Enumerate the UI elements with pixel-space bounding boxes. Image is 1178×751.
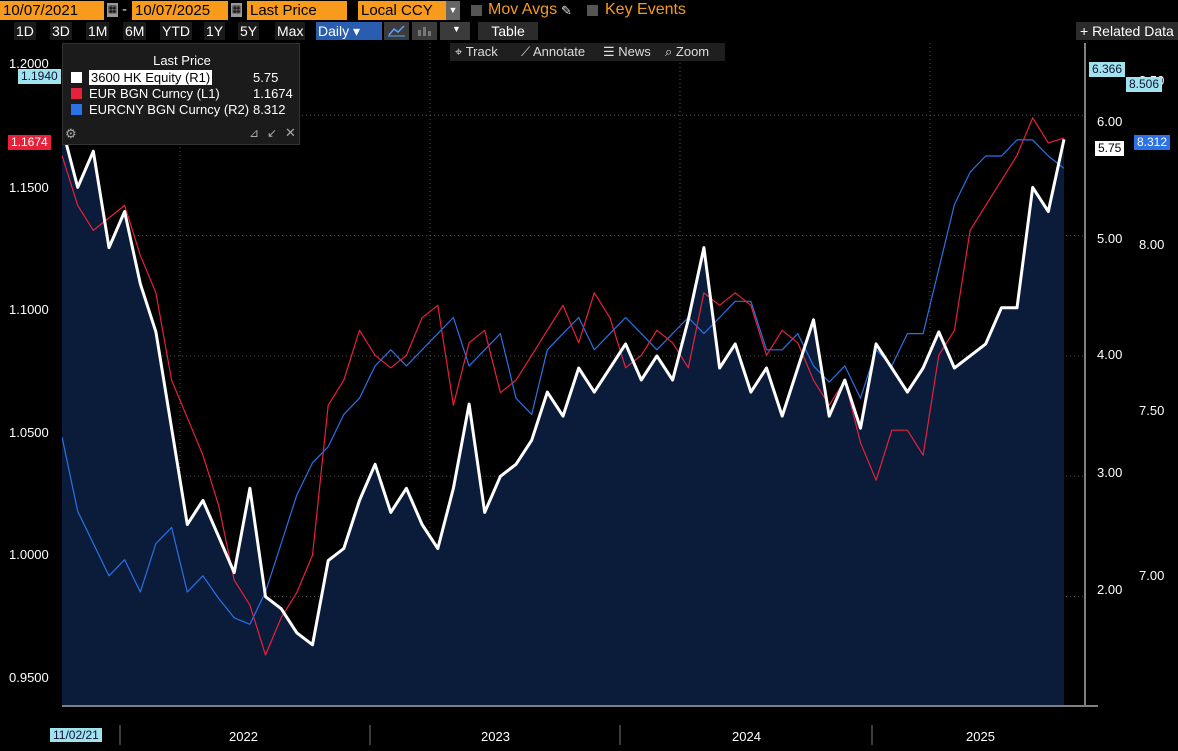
chart-area bbox=[60, 43, 1086, 706]
range-1d-button[interactable]: 1D bbox=[14, 22, 36, 40]
bar-chart-icon bbox=[418, 27, 431, 36]
legend-swatch bbox=[71, 72, 82, 83]
calendar-icon[interactable]: ▦ bbox=[107, 3, 118, 17]
start-date-badge: 11/02/21 bbox=[50, 728, 102, 742]
crosshair-icon: ⌖ bbox=[455, 44, 463, 59]
key-events-label[interactable]: Key Events bbox=[605, 1, 686, 18]
track-tool[interactable]: ⌖ Track bbox=[455, 43, 498, 61]
left-high-badge: 1.1940 bbox=[18, 69, 61, 84]
range-max-button[interactable]: Max bbox=[275, 22, 306, 40]
legend-name: EUR BGN Curncy (L1) bbox=[89, 86, 220, 101]
zoom-label: Zoom bbox=[675, 44, 710, 59]
currency-select[interactable]: Local CCY bbox=[358, 1, 446, 20]
range-5y-button[interactable]: 5Y bbox=[238, 22, 260, 40]
legend-panel: Last Price 3600 HK Equity (R1) 5.75 EUR … bbox=[62, 43, 300, 145]
left-tick: 1.1500 bbox=[9, 180, 49, 195]
legend-name: 3600 HK Equity (R1) bbox=[89, 70, 213, 85]
x-label: 2024 bbox=[732, 729, 761, 744]
chart-tools-bar bbox=[450, 43, 725, 61]
left-tick: 1.1000 bbox=[9, 302, 49, 317]
chevron-down-icon[interactable]: ▼ bbox=[446, 1, 460, 20]
close-icon[interactable]: ✕ bbox=[285, 125, 296, 140]
related-data-button[interactable]: + Related Data bbox=[1076, 22, 1178, 40]
left-tick: 1.0000 bbox=[9, 547, 49, 562]
legend-row-eurcny[interactable]: EURCNY BGN Curncy (R2) 8.312 bbox=[71, 102, 296, 117]
price-chart bbox=[60, 43, 1086, 706]
legend-controls: ⚙ ⊿ ↙ ✕ bbox=[65, 125, 299, 142]
news-label: News bbox=[618, 44, 651, 59]
chevron-down-icon: ▼ bbox=[452, 24, 461, 34]
legend-value: 5.75 bbox=[253, 70, 279, 85]
range-1y-button[interactable]: 1Y bbox=[204, 22, 226, 40]
key-events-checkbox[interactable] bbox=[587, 5, 598, 16]
legend-row-equity[interactable]: 3600 HK Equity (R1) 5.75 bbox=[71, 70, 296, 85]
start-date-field[interactable]: 10/07/2021 bbox=[0, 1, 104, 20]
price-field-select[interactable]: Last Price bbox=[247, 1, 347, 20]
r2-high-badge: 8.506 bbox=[1126, 77, 1163, 92]
mov-avgs-label[interactable]: Mov Avgs bbox=[488, 1, 558, 18]
r1-tick: 3.00 bbox=[1097, 465, 1123, 480]
legend-row-eur[interactable]: EUR BGN Curncy (L1) 1.1674 bbox=[71, 86, 296, 101]
range-3d-button[interactable]: 3D bbox=[50, 22, 72, 40]
r1-tick: 5.00 bbox=[1097, 231, 1123, 246]
track-label: Track bbox=[465, 44, 498, 59]
r2-tick: 8.00 bbox=[1139, 237, 1165, 252]
x-label: 2025 bbox=[966, 729, 995, 744]
frequency-select[interactable]: Daily ▾ bbox=[316, 22, 382, 40]
calendar-icon[interactable]: ▦ bbox=[231, 3, 242, 17]
x-axis-lines bbox=[62, 705, 1098, 745]
left-tick: 0.9500 bbox=[9, 670, 49, 685]
left-tick: 1.2000 bbox=[9, 56, 49, 71]
r1-high-badge: 6.366 bbox=[1089, 62, 1126, 77]
r2-tick: 7.00 bbox=[1139, 568, 1165, 583]
series-line-eur bbox=[61, 117, 1065, 656]
r1-last-badge: 5.75 bbox=[1095, 141, 1125, 156]
pin-icon[interactable]: ⊿ bbox=[249, 126, 260, 140]
x-label: 2023 bbox=[481, 729, 510, 744]
chart-type-button[interactable] bbox=[412, 22, 437, 40]
news-tool[interactable]: ☰ News bbox=[603, 43, 651, 61]
legend-swatch bbox=[71, 104, 82, 115]
series-line-3600 bbox=[60, 126, 1066, 647]
gear-icon[interactable]: ⚙ bbox=[65, 126, 77, 141]
legend-value: 8.312 bbox=[253, 102, 286, 117]
top-toolbar: 10/07/2021 ▦ - 10/07/2025 ▦ Last Price L… bbox=[0, 0, 1178, 22]
magnifier-icon: ⌕ bbox=[665, 44, 673, 59]
legend-swatch bbox=[71, 88, 82, 99]
more-options-button[interactable]: ▼ bbox=[440, 22, 470, 40]
chart-style-button[interactable] bbox=[384, 22, 409, 40]
range-6m-button[interactable]: 6M bbox=[123, 22, 147, 40]
mov-avgs-checkbox[interactable] bbox=[471, 5, 482, 16]
legend-value: 1.1674 bbox=[253, 86, 293, 101]
left-last-badge: 1.1674 bbox=[8, 135, 51, 150]
date-separator: - bbox=[122, 1, 127, 18]
range-1m-button[interactable]: 1M bbox=[86, 22, 110, 40]
x-label: 2022 bbox=[229, 729, 258, 744]
end-date-field[interactable]: 10/07/2025 bbox=[132, 1, 228, 20]
left-tick: 1.0500 bbox=[9, 425, 49, 440]
collapse-icon[interactable]: ↙ bbox=[267, 126, 278, 140]
zoom-tool[interactable]: ⌕ Zoom bbox=[665, 43, 709, 61]
legend-title: Last Price bbox=[153, 53, 211, 68]
news-icon: ☰ bbox=[603, 44, 615, 59]
r1-tick: 6.00 bbox=[1097, 114, 1123, 129]
range-ytd-button[interactable]: YTD bbox=[160, 22, 192, 40]
x-axis: 11/02/21 2022 2023 2024 2025 bbox=[0, 705, 1178, 751]
r2-last-badge: 8.312 bbox=[1134, 135, 1171, 150]
series-line-eurcny bbox=[61, 139, 1065, 625]
r1-tick: 2.00 bbox=[1097, 582, 1123, 597]
left-axis: 1.2000 1.1500 1.1000 1.0500 1.0000 0.950… bbox=[0, 43, 62, 705]
r1-tick: 4.00 bbox=[1097, 347, 1123, 362]
table-button[interactable]: Table bbox=[478, 22, 538, 40]
annotate-tool[interactable]: ⟋ Annotate bbox=[521, 43, 585, 61]
annotate-icon: ⟋ bbox=[521, 44, 531, 59]
r2-tick: 7.50 bbox=[1139, 403, 1165, 418]
legend-name: EURCNY BGN Curncy (R2) bbox=[89, 102, 250, 117]
annotate-label: Annotate bbox=[533, 44, 586, 59]
pencil-icon[interactable]: ✎ bbox=[561, 3, 572, 18]
line-chart-icon bbox=[388, 25, 405, 37]
